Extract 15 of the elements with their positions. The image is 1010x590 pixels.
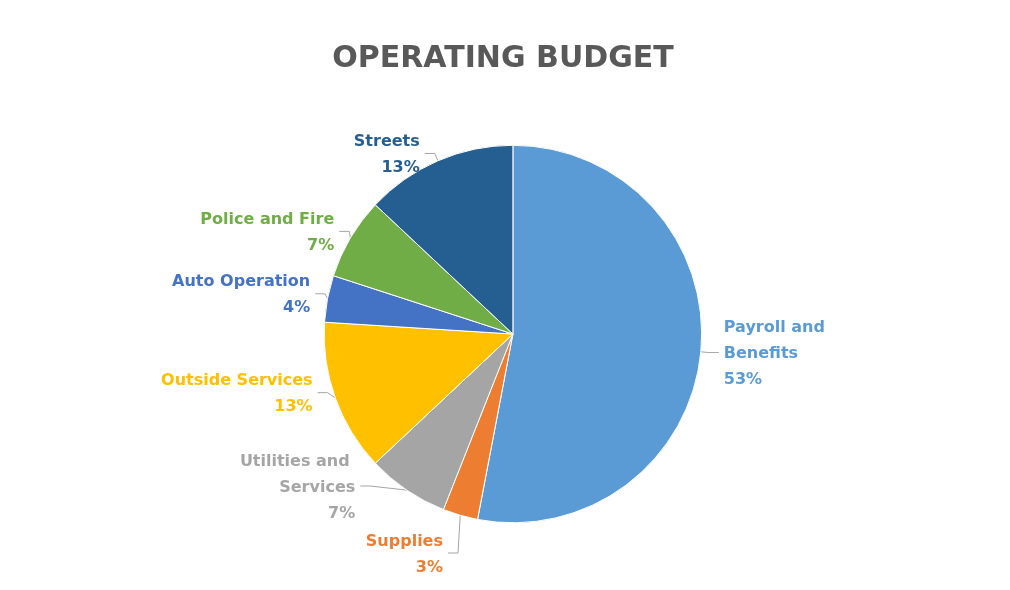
slice-label: Supplies [365,530,444,550]
data-label: 53% [723,369,763,389]
slice-label: Payroll and Benefits [723,317,831,363]
slice-label: Outside Services [161,370,313,390]
slice-label: Utilities and Services [239,450,356,496]
data-label: 7% [307,234,335,254]
data-label: 4% [283,297,311,317]
data-label: 13% [381,156,420,176]
slice-label: Streets [353,130,420,150]
data-label: 13% [274,396,313,416]
slice-label: Auto Operation [172,271,311,291]
chart-title: OPERATING BUDGET [332,38,675,74]
data-label: 3% [415,556,444,576]
slice-label: Police and Fire [200,208,335,228]
data-label: 7% [328,502,356,522]
